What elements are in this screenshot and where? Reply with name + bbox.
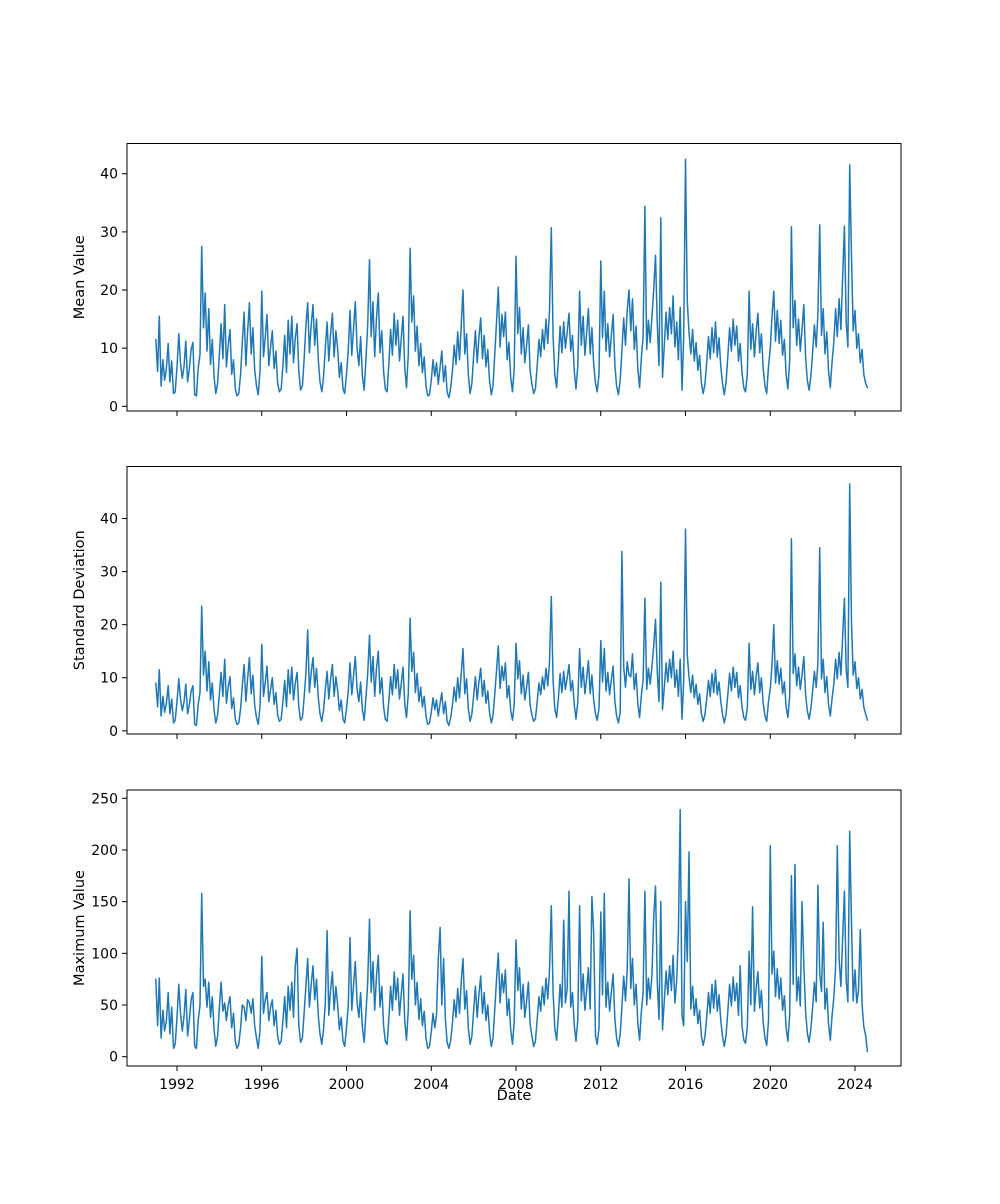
data-line-maximum-value [155, 808, 869, 1053]
y-tick-label: 30 [100, 225, 118, 241]
y-tick-label: 0 [109, 724, 118, 740]
y-tick-label: 10 [100, 341, 118, 357]
axes-frame [126, 789, 902, 1067]
y-tick-label: 20 [100, 618, 118, 634]
x-tick-label: 2012 [583, 1077, 619, 1093]
data-line-standard-deviation [155, 483, 869, 727]
x-tick-label: 2020 [752, 1077, 788, 1093]
x-tick-label: 2024 [837, 1077, 873, 1093]
y-tick-label: 10 [100, 671, 118, 687]
x-tick-label: 2016 [668, 1077, 704, 1093]
y-tick-label: 20 [100, 283, 118, 299]
x-tick-label: 1996 [244, 1077, 280, 1093]
x-tick-label: 2000 [329, 1077, 365, 1093]
subplot-mean-value: 0 10 20 30 40 Mean Value [72, 143, 902, 416]
y-axis-title-maximum-value: Maximum Value [72, 870, 88, 986]
y-tick-label: 0 [109, 399, 118, 415]
y-tick-label: 0 [109, 1050, 118, 1066]
data-line-mean-value [155, 158, 869, 399]
y-tick-label: 200 [91, 843, 118, 859]
y-tick-label: 40 [100, 167, 118, 183]
y-axis-title-mean-value: Mean Value [72, 235, 88, 319]
axes-frame [126, 143, 902, 412]
x-tick-label: 1992 [159, 1077, 195, 1093]
y-axis-title-standard-deviation: Standard Deviation [72, 530, 88, 670]
subplot-standard-deviation: 0 10 20 30 40 Standard Deviation [72, 466, 902, 740]
subplot-maximum-value: 0 50 100 150 200 250 1992 1996 2000 2004 2008 2012 2… [72, 789, 902, 1093]
y-tick-label: 150 [91, 895, 118, 911]
x-tick-label: 2008 [498, 1077, 534, 1093]
y-tick-label: 30 [100, 565, 118, 581]
axes-frame [126, 466, 902, 735]
y-tick-label: 40 [100, 512, 118, 528]
y-tick-label: 50 [100, 998, 118, 1014]
x-tick-label: 2004 [413, 1077, 449, 1093]
x-axis-title: Date [497, 1088, 532, 1104]
y-tick-label: 250 [91, 791, 118, 807]
y-tick-label: 100 [91, 946, 118, 962]
